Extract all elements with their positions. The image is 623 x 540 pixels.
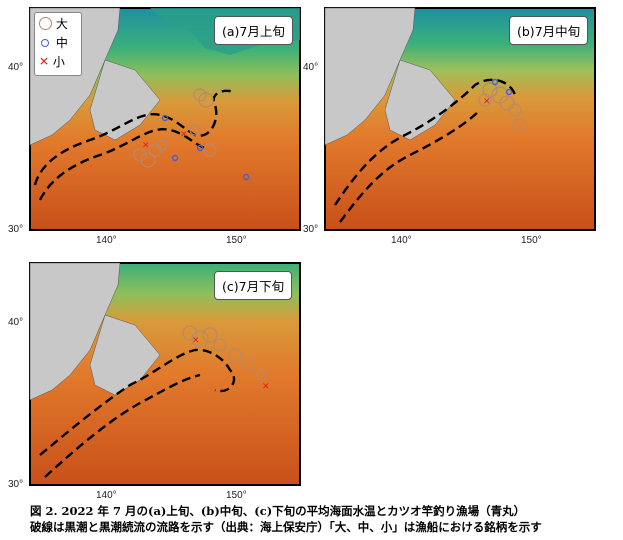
kuroshio-path-lower [44, 373, 201, 478]
x-tick: 140° [96, 235, 117, 246]
x-tick: 150° [226, 235, 247, 246]
x-tick: 150° [521, 235, 542, 246]
kuroshio-path-lower [38, 128, 206, 201]
map-panel-b: ✕ 140° 150° 40° 30° (b)7月中旬 [295, 0, 605, 250]
kuroshio-path [334, 78, 517, 206]
legend: 大 中 ✕ 小 [34, 12, 82, 76]
land-japan [29, 262, 121, 401]
y-tick: 30° [8, 224, 23, 235]
fishing-ground-markers: ✕ [478, 78, 527, 132]
svg-text:✕: ✕ [180, 130, 188, 140]
land-japan [324, 7, 416, 146]
x-tick: 140° [96, 490, 117, 501]
sst-map-a: ✕ ✕ 140° 150° 40° 30° [8, 7, 301, 246]
y-tick: 40° [303, 62, 318, 73]
svg-text:✕: ✕ [142, 141, 150, 151]
figure-caption-line2: 破線は黒潮と黒潮続流の流路を示す（出典：海上保安庁）「大、中、小」は漁船における… [30, 520, 542, 534]
kuroshio-path [33, 89, 236, 186]
land-honshu [89, 59, 161, 141]
figure-caption-line1: 図 2. 2022 年 7 月の(a)上旬、(b)中旬、(c)下旬の平均海面水温… [30, 504, 526, 518]
x-tick: 150° [226, 490, 247, 501]
panel-title: (b)7月中旬 [509, 16, 589, 45]
legend-item-medium: 中 [39, 34, 68, 51]
large-circle-icon [39, 17, 52, 30]
fishing-ground-markers: ✕ ✕ [182, 325, 270, 392]
land-honshu [384, 59, 456, 141]
legend-item-large: 大 [39, 15, 68, 32]
sst-map-c: ✕ ✕ 140° 150° 40° 30° [8, 262, 301, 501]
svg-text:✕: ✕ [483, 97, 491, 107]
y-tick: 30° [8, 479, 23, 490]
kuroshio-path-lower [339, 109, 481, 223]
sst-map-b: ✕ 140° 150° 40° 30° [303, 7, 596, 246]
y-tick: 40° [8, 62, 23, 73]
map-panel-c: ✕ ✕ 140° 150° 40° 30° (c)7月下旬 [0, 255, 310, 505]
y-tick: 30° [303, 224, 318, 235]
panel-title: (c)7月下旬 [214, 271, 293, 300]
fishing-ground-markers: ✕ ✕ [133, 88, 250, 181]
y-tick: 40° [8, 317, 23, 328]
panel-title: (a)7月上旬 [214, 16, 293, 45]
legend-item-small: ✕ 小 [39, 54, 65, 70]
small-circle-icon [41, 38, 49, 47]
svg-text:✕: ✕ [262, 382, 270, 392]
kuroshio-path [39, 348, 236, 456]
x-tick: 140° [391, 235, 412, 246]
cross-icon: ✕ [39, 54, 50, 69]
land-honshu [89, 314, 161, 396]
svg-text:✕: ✕ [192, 336, 200, 346]
map-panel-a: ✕ ✕ 140° 150° 40° 30° 大 中 ✕ 小 (a)7月上旬 [0, 0, 310, 250]
